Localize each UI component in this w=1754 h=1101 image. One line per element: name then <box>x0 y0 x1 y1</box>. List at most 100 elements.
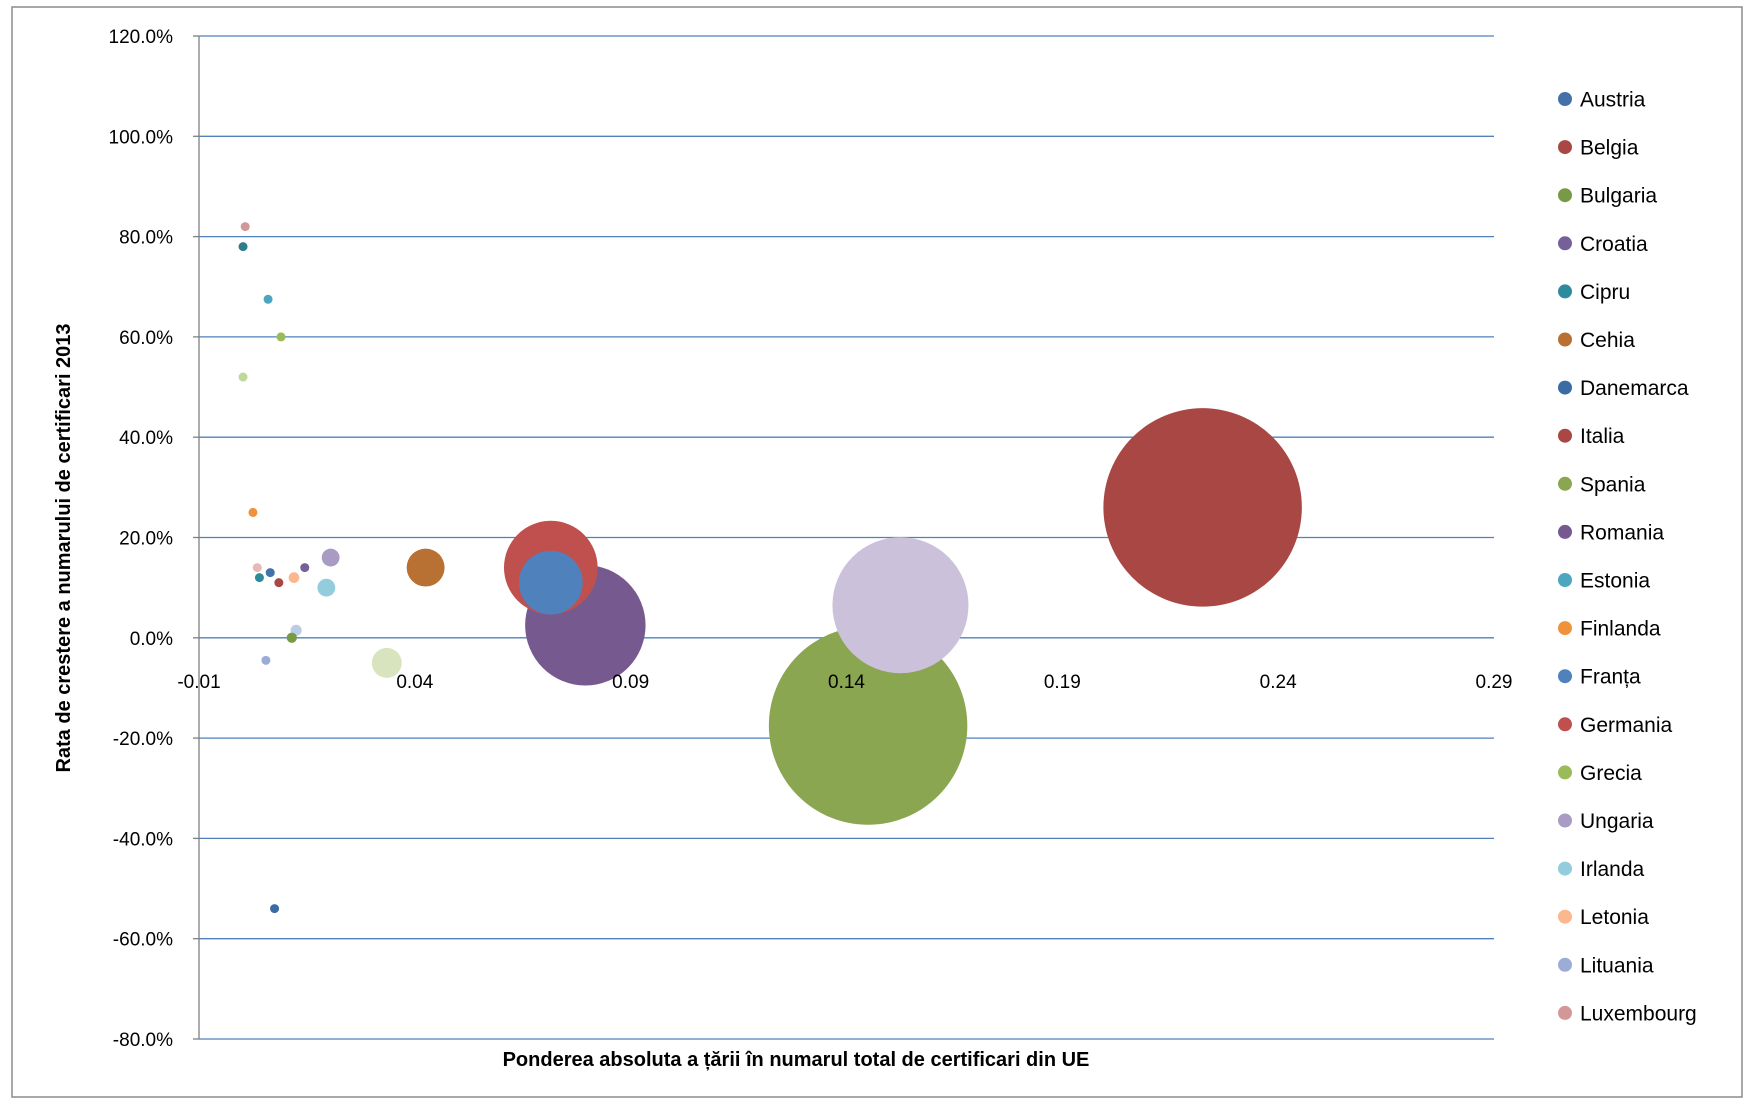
legend-label: Letonia <box>1580 906 1649 929</box>
bubble-lituania <box>261 655 271 665</box>
legend-item-belgia: Belgia <box>1558 137 1639 160</box>
legend-marker <box>1558 332 1572 347</box>
legend-item-estonia: Estonia <box>1558 570 1650 593</box>
legend-label: Grecia <box>1580 762 1642 785</box>
legend-item-fran-a: Franța <box>1558 666 1641 689</box>
legend: Austria Belgia Bulgaria Croatia Cipru Cehia Da… <box>1558 89 1697 1025</box>
legend-marker <box>1558 717 1572 732</box>
legend-marker <box>1558 380 1572 395</box>
tick-labels: 120.0% 100.0% 80.0% 60.0% 40.0% 20.0% 0.0% -20.… <box>109 27 1513 1051</box>
legend-marker <box>1558 957 1572 972</box>
y-tick-label: -20.0% <box>113 729 173 750</box>
bubble-austria <box>265 568 275 578</box>
y-tick-label: 80.0% <box>119 228 173 249</box>
bubble-point-1 <box>238 242 248 252</box>
legend-label: Croatia <box>1580 233 1648 256</box>
bubble-danemarca <box>270 904 280 914</box>
legend-marker <box>1558 284 1572 299</box>
legend-marker <box>1558 92 1572 106</box>
legend-item-romania: Romania <box>1558 521 1664 544</box>
legend-item-italia: Italia <box>1558 425 1625 448</box>
legend-item-cehia: Cehia <box>1558 329 1635 352</box>
legend-marker <box>1558 236 1572 251</box>
legend-label: Irlanda <box>1580 858 1645 881</box>
legend-marker <box>1558 573 1572 587</box>
y-tick-label: -60.0% <box>113 930 173 951</box>
bubble-finlanda <box>248 507 258 517</box>
y-tick-label: 100.0% <box>109 127 174 148</box>
legend-marker <box>1558 476 1572 491</box>
legend-item-germania: Germania <box>1558 714 1673 737</box>
legend-label: Estonia <box>1580 570 1650 593</box>
legend-marker <box>1558 428 1572 443</box>
x-tick-label: 0.24 <box>1260 672 1297 693</box>
bubble-luxembourg <box>240 222 250 232</box>
bubble-italia <box>1103 408 1302 607</box>
legend-marker <box>1558 1005 1572 1020</box>
legend-label: Belgia <box>1580 137 1639 160</box>
legend-item-austria: Austria <box>1558 89 1646 112</box>
legend-marker <box>1558 140 1572 155</box>
legend-marker <box>1558 524 1572 539</box>
x-tick-label: -0.01 <box>177 672 220 693</box>
x-tick-label: 0.29 <box>1476 672 1513 693</box>
y-tick-label: 0.0% <box>130 629 173 650</box>
legend-label: Italia <box>1580 425 1625 448</box>
y-tick-label: -40.0% <box>113 829 173 850</box>
y-tick-label: 120.0% <box>109 27 174 48</box>
legend-marker <box>1558 621 1572 636</box>
legend-label: Romania <box>1580 521 1664 544</box>
legend-label: Ungaria <box>1580 810 1654 833</box>
legend-item-danemarca: Danemarca <box>1558 377 1689 400</box>
legend-item-luxembourg: Luxembourg <box>1558 1002 1697 1025</box>
legend-item-bulgaria: Bulgaria <box>1558 185 1657 208</box>
x-tick-label: 0.14 <box>828 672 865 693</box>
legend-item-ungaria: Ungaria <box>1558 810 1654 833</box>
x-tick-label: 0.09 <box>612 672 649 693</box>
legend-label: Lituania <box>1580 954 1654 977</box>
bubble-point-3 <box>252 563 262 573</box>
bubble-point-2 <box>238 372 248 382</box>
legend-marker <box>1558 765 1572 780</box>
legend-marker <box>1558 861 1572 876</box>
legend-label: Luxembourg <box>1580 1002 1697 1025</box>
y-tick-label: 60.0% <box>119 328 173 349</box>
legend-label: Franța <box>1580 666 1641 689</box>
legend-item-finlanda: Finlanda <box>1558 618 1661 641</box>
legend-item-croatia: Croatia <box>1558 233 1648 256</box>
legend-label: Germania <box>1580 714 1673 737</box>
bubble-cehia <box>406 548 445 587</box>
axes <box>193 35 200 1040</box>
bubble-letonia <box>288 572 300 583</box>
legend-item-lituania: Lituania <box>1558 954 1654 977</box>
legend-label: Cipru <box>1580 281 1630 304</box>
legend-item-grecia: Grecia <box>1558 762 1642 785</box>
y-tick-label: 20.0% <box>119 529 173 550</box>
bubbles <box>238 222 1302 914</box>
legend-label: Cehia <box>1580 329 1635 352</box>
legend-marker <box>1558 813 1572 828</box>
legend-label: Danemarca <box>1580 377 1689 400</box>
bubble-point-5 <box>371 647 402 678</box>
x-tick-label: 0.04 <box>396 672 433 693</box>
x-axis-title: Ponderea absoluta a țării în numarul tot… <box>503 1049 1090 1071</box>
legend-label: Finlanda <box>1580 618 1661 641</box>
legend-item-letonia: Letonia <box>1558 906 1649 929</box>
legend-marker <box>1558 909 1572 924</box>
legend-label: Austria <box>1580 89 1646 112</box>
y-tick-label: 40.0% <box>119 428 173 449</box>
legend-item-spania: Spania <box>1558 473 1646 496</box>
legend-label: Bulgaria <box>1580 185 1657 208</box>
x-tick-label: 0.19 <box>1044 672 1081 693</box>
y-axis-title: Rata de crestere a numarului de certific… <box>53 323 75 772</box>
bubble-grecia <box>276 332 286 342</box>
bubble-estonia <box>263 294 273 304</box>
bubble-belgia <box>274 578 284 588</box>
bubble-croatia <box>300 563 310 573</box>
legend-item-irlanda: Irlanda <box>1558 858 1645 881</box>
bubble-bulgaria <box>286 632 297 643</box>
bubble-spania <box>768 626 968 825</box>
bubble-cipru <box>254 573 264 583</box>
bubble-irlanda <box>317 578 336 597</box>
